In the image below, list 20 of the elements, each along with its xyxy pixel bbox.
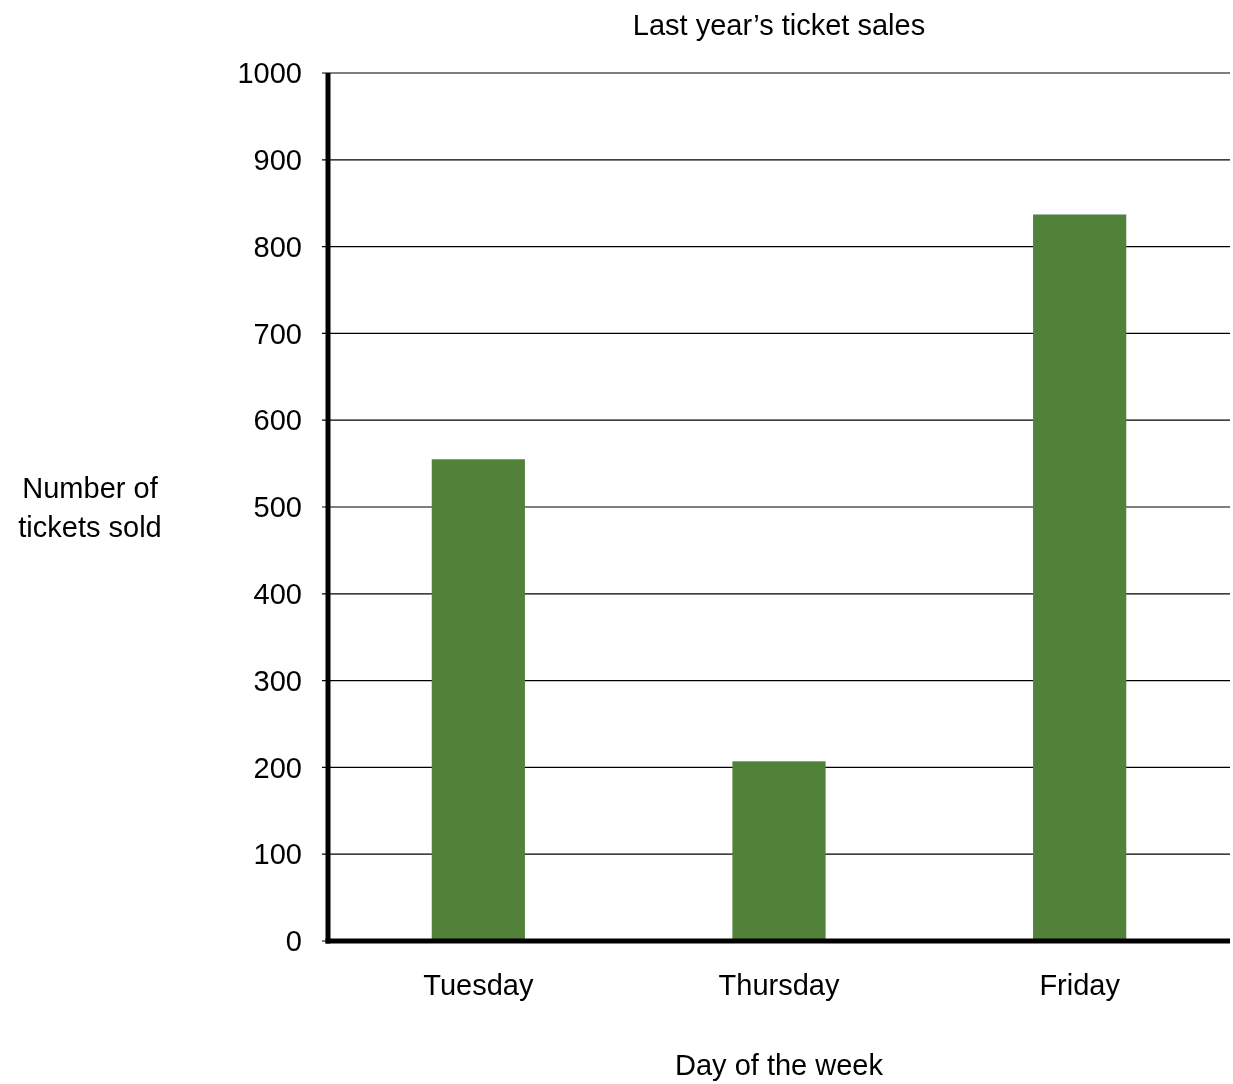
y-tick-label: 800: [253, 230, 302, 263]
y-tick-label: 400: [253, 577, 302, 610]
y-tick-label: 1000: [237, 57, 302, 90]
y-tick-label: 600: [253, 404, 302, 437]
x-tick-label: Friday: [1039, 969, 1121, 1001]
x-tick-label: Thursday: [718, 969, 840, 1001]
y-tick-label: 700: [253, 317, 302, 350]
y-tick-label: 0: [285, 925, 302, 958]
y-axis-title: Number of tickets sold: [18, 472, 162, 543]
bar: [732, 761, 826, 941]
x-tick-label: Tuesday: [423, 969, 534, 1001]
y-tick-label: 500: [253, 491, 302, 524]
y-tick-label: 100: [253, 838, 302, 871]
bar: [1033, 214, 1127, 941]
chart-title: Last year’s ticket sales: [632, 9, 926, 41]
y-tick-label: 300: [253, 664, 302, 697]
y-tick-label: 900: [253, 143, 302, 176]
x-axis-title: Day of the week: [675, 1049, 884, 1081]
bar: [431, 459, 525, 941]
y-tick-label: 200: [253, 751, 302, 784]
